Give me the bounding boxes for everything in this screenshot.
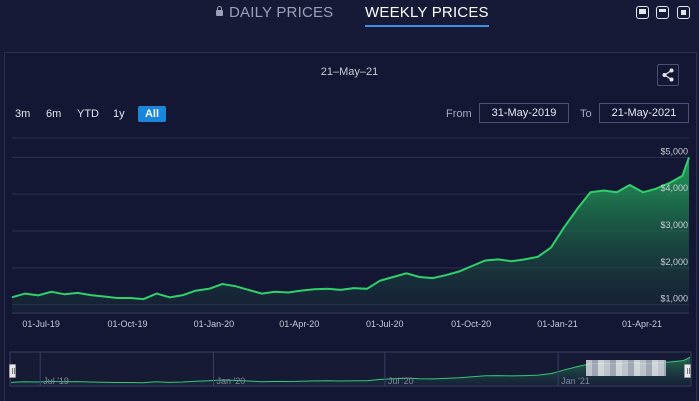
lock-icon xyxy=(216,6,223,16)
x-tick-label: 01-Oct-19 xyxy=(107,319,147,329)
x-tick-label: 01-Apr-21 xyxy=(622,319,662,329)
share-button[interactable] xyxy=(657,64,679,86)
to-label: To xyxy=(580,108,592,120)
tab-daily-prices[interactable]: DAILY PRICES xyxy=(216,4,333,21)
from-label: From xyxy=(446,108,472,120)
navigator-left-handle[interactable] xyxy=(9,364,16,378)
range-button-6m[interactable]: 6m xyxy=(46,108,62,120)
y-tick-label: $4,000 xyxy=(660,183,688,193)
tab-weekly-prices[interactable]: WEEKLY PRICES xyxy=(365,4,489,27)
delete-icon[interactable] xyxy=(677,6,690,19)
active-tab-underline xyxy=(365,25,489,27)
navigator-area xyxy=(11,357,690,385)
range-button-1y[interactable]: 1y xyxy=(113,108,125,120)
tab-weekly-label: WEEKLY PRICES xyxy=(365,4,489,21)
x-tick-label: 01-Jan-20 xyxy=(194,319,235,329)
range-button-ytd[interactable]: YTD xyxy=(77,108,99,120)
share-icon xyxy=(662,68,674,82)
chart-date-title: 21–May–21 xyxy=(320,66,379,78)
navigator-right-handle[interactable] xyxy=(684,364,691,378)
price-tabs-bar: DAILY PRICES WEEKLY PRICES xyxy=(0,0,699,36)
navigator-tick-label: Jul '19 xyxy=(43,376,69,386)
y-tick-label: $1,000 xyxy=(660,294,688,304)
y-tick-label: $5,000 xyxy=(660,146,688,156)
minimize-icon[interactable] xyxy=(636,6,649,19)
navigator-line xyxy=(10,356,691,384)
navigator-tick-label: Jul '20 xyxy=(388,376,414,386)
x-tick-label: 01-Jan-21 xyxy=(537,319,578,329)
tab-daily-label: DAILY PRICES xyxy=(229,4,334,21)
x-tick-label: 01-Jul-19 xyxy=(22,319,60,329)
y-tick-label: $3,000 xyxy=(660,220,688,230)
x-tick-label: 01-Apr-20 xyxy=(279,319,319,329)
range-button-all[interactable]: All xyxy=(138,106,166,122)
to-date-input[interactable] xyxy=(599,103,689,123)
price-area xyxy=(12,157,689,312)
price-line xyxy=(11,157,690,301)
y-tick-label: $2,000 xyxy=(660,257,688,267)
from-date-input[interactable] xyxy=(479,103,569,123)
x-tick-label: 01-Jul-20 xyxy=(366,319,404,329)
obscured-region xyxy=(586,360,666,376)
restore-icon[interactable] xyxy=(656,6,669,19)
navigator-tick-label: Jan '21 xyxy=(561,376,590,386)
range-button-3m[interactable]: 3m xyxy=(15,108,31,120)
x-tick-label: 01-Oct-20 xyxy=(451,319,491,329)
navigator-tick-label: Jan '20 xyxy=(216,376,245,386)
